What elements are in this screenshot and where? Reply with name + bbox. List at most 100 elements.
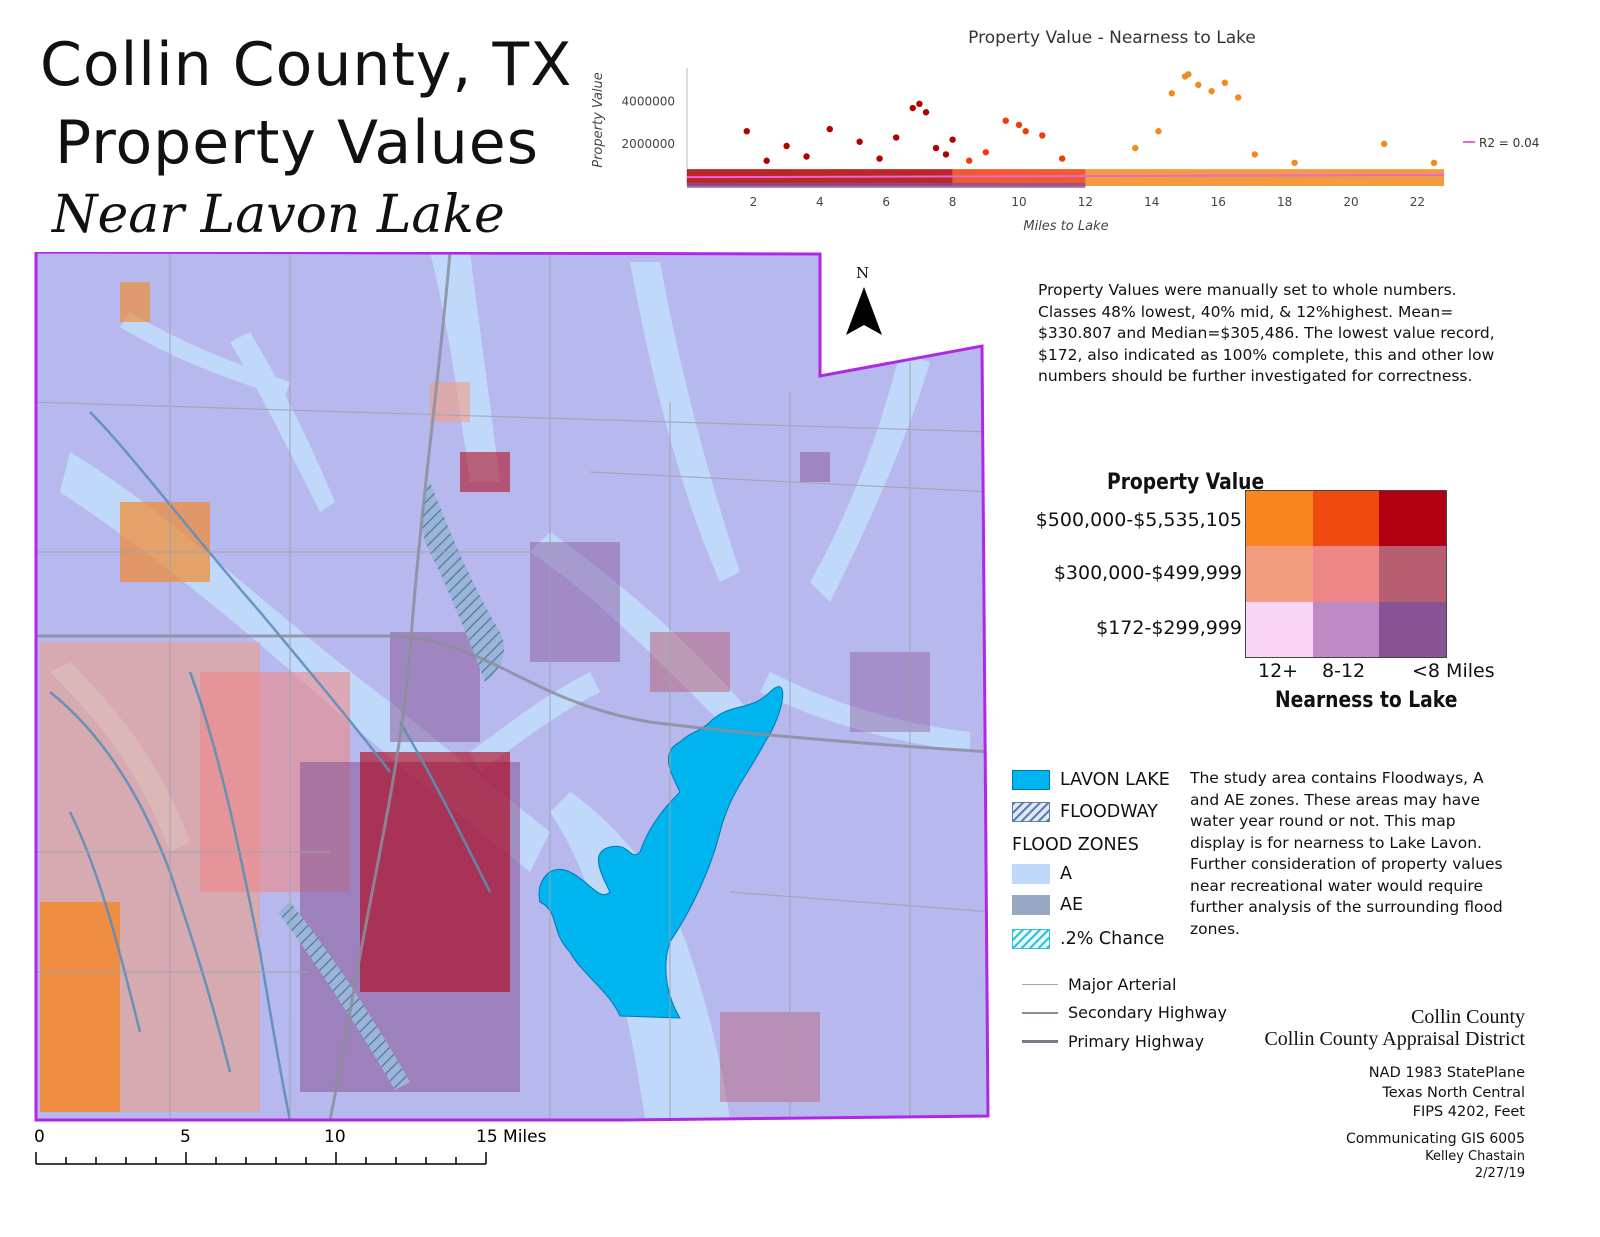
matrix-cell-r0-c0: [1246, 491, 1313, 547]
scatter-point: [783, 142, 790, 150]
x-tick-label: 10: [1011, 195, 1026, 209]
legend-primary-highway-label: Primary Highway: [1068, 1032, 1205, 1051]
legend-secondary-highway: Secondary Highway: [1022, 1003, 1227, 1022]
scatter-point: [803, 153, 810, 160]
scale-label-10: 10: [324, 1127, 346, 1147]
nearness-col-mid: 8-12: [1322, 660, 1366, 682]
flood-zone-ae-streams: [49, 411, 492, 1120]
x-tick-label: 14: [1144, 195, 1159, 209]
scatter-point: [1381, 140, 1388, 148]
y-tick-label: 4000000: [622, 95, 675, 109]
nearness-col-far: 12+: [1258, 660, 1299, 682]
matrix-cell-r0-c2: [1379, 491, 1446, 547]
x-tick-label: 8: [949, 195, 957, 209]
legend-flood-zones-heading: FLOOD ZONES: [1012, 835, 1139, 855]
scatter-point: [916, 100, 923, 108]
author-info: Communicating GIS 6005 Kelley Chastain 2…: [1250, 1131, 1525, 1182]
map-frame: [34, 252, 990, 1122]
floodway-swatch: [1012, 802, 1050, 822]
pv-row-high: $500,000-$5,535,105: [1035, 509, 1242, 531]
chart-title: Property Value - Nearness to Lake: [968, 28, 1256, 48]
major-arterial-swatch: [1022, 984, 1058, 985]
scatter-point: [1132, 144, 1139, 152]
scale-label-0: 0: [34, 1127, 45, 1147]
scatter-chart: Property Value - Nearness to Lake Proper…: [591, 28, 1539, 234]
study-area-notes: The study area contains Floodways, A and…: [1190, 769, 1503, 938]
county-outline: [34, 252, 990, 1122]
zone-ae-swatch: [1012, 895, 1050, 915]
nearness-col-near: <8 Miles: [1412, 660, 1495, 682]
matrix-cell-r1-c0: [1246, 546, 1313, 602]
legend-floodway-label: FLOODWAY: [1060, 802, 1158, 822]
matrix-cell-r1-c1: [1312, 546, 1380, 602]
x-tick-label: 4: [816, 195, 824, 209]
legend-major-arterial-label: Major Arterial: [1068, 975, 1177, 994]
credit-org1: Collin County: [1411, 1006, 1525, 1028]
scatter-point: [1022, 128, 1029, 135]
x-axis-label: Miles to Lake: [1023, 219, 1108, 234]
scatter-point: [1291, 159, 1298, 167]
lake-swatch: [1012, 770, 1050, 790]
x-tick-label: 22: [1410, 195, 1425, 209]
legend-lake: LAVON LAKE: [1012, 770, 1170, 790]
property-parcel-clusters: [40, 282, 930, 1112]
scatter-point: [743, 128, 750, 135]
legend-primary-highway: Primary Highway: [1022, 1032, 1204, 1051]
scatter-cloud-band: [1085, 169, 1444, 186]
map-date: 2/27/19: [1474, 1166, 1525, 1181]
pv-row-low: $172-$299,999: [1096, 617, 1242, 639]
map-title-line1: Collin County, TX: [40, 30, 573, 100]
legend-floodway: FLOODWAY: [1012, 802, 1158, 822]
scatter-point: [1195, 81, 1202, 89]
secondary-roads: [36, 252, 988, 1120]
scatter-point: [1251, 151, 1258, 158]
scatter-point: [1015, 121, 1023, 129]
legend-zone-02: .2% Chance: [1012, 929, 1164, 949]
scatter-point: [856, 138, 863, 145]
scatter-point: [1185, 71, 1192, 78]
scatter-point: [1430, 159, 1438, 167]
scale-label-15: 15 Miles: [476, 1127, 547, 1147]
scatter-point: [982, 149, 990, 156]
trendline: [686, 174, 1445, 179]
matrix-cell-r2-c2: [1379, 601, 1446, 657]
scatter-point: [909, 104, 916, 112]
primary-highway-swatch: [1022, 1040, 1058, 1043]
legend-zone-02-label: .2% Chance: [1060, 929, 1165, 949]
x-tick-label: 16: [1211, 195, 1226, 209]
x-tick-label: 6: [882, 195, 890, 209]
scatter-point: [892, 134, 900, 141]
map-title-line2: Property Values: [55, 108, 539, 178]
lavon-lake: [538, 686, 784, 1019]
floodway-south: [278, 902, 410, 1090]
matrix-cell-r1-c2: [1379, 546, 1446, 602]
scatter-point: [1168, 90, 1175, 97]
scatter-low-band: [687, 182, 1086, 188]
x-tick-label: 2: [750, 195, 758, 209]
north-arrow-icon: [846, 287, 882, 335]
scatter-point: [1208, 87, 1215, 95]
x-tick-label: 18: [1277, 195, 1292, 209]
projection-line2: Texas North Central: [1382, 1084, 1525, 1101]
floodway-north: [422, 482, 505, 682]
bivariate-color-matrix: [1245, 490, 1447, 658]
legend-flood-zones-label: FLOOD ZONES: [1012, 835, 1139, 855]
scatter-point: [949, 136, 956, 143]
projection-info: NAD 1983 StatePlane Texas North Central …: [1250, 1064, 1525, 1123]
scatter-point: [1039, 132, 1046, 139]
pv-row-mid: $300,000-$499,999: [1053, 562, 1242, 584]
trendline-legend-label: R2 = 0.04: [1479, 136, 1539, 150]
x-tick-label: 20: [1343, 195, 1358, 209]
zone-a-swatch: [1012, 864, 1050, 884]
scatter-point: [932, 144, 940, 152]
zone-02-swatch: [1012, 929, 1050, 949]
scatter-point: [1002, 117, 1009, 124]
legend-secondary-highway-label: Secondary Highway: [1068, 1003, 1227, 1022]
y-tick-label: 2000000: [622, 137, 675, 151]
north-label: N: [856, 264, 870, 282]
scatter-point: [1234, 94, 1242, 101]
scatter-point: [1058, 155, 1066, 162]
legend-zone-ae: AE: [1012, 895, 1083, 915]
legend-zone-a-label: A: [1060, 864, 1072, 884]
legend-major-arterial: Major Arterial: [1022, 975, 1176, 994]
